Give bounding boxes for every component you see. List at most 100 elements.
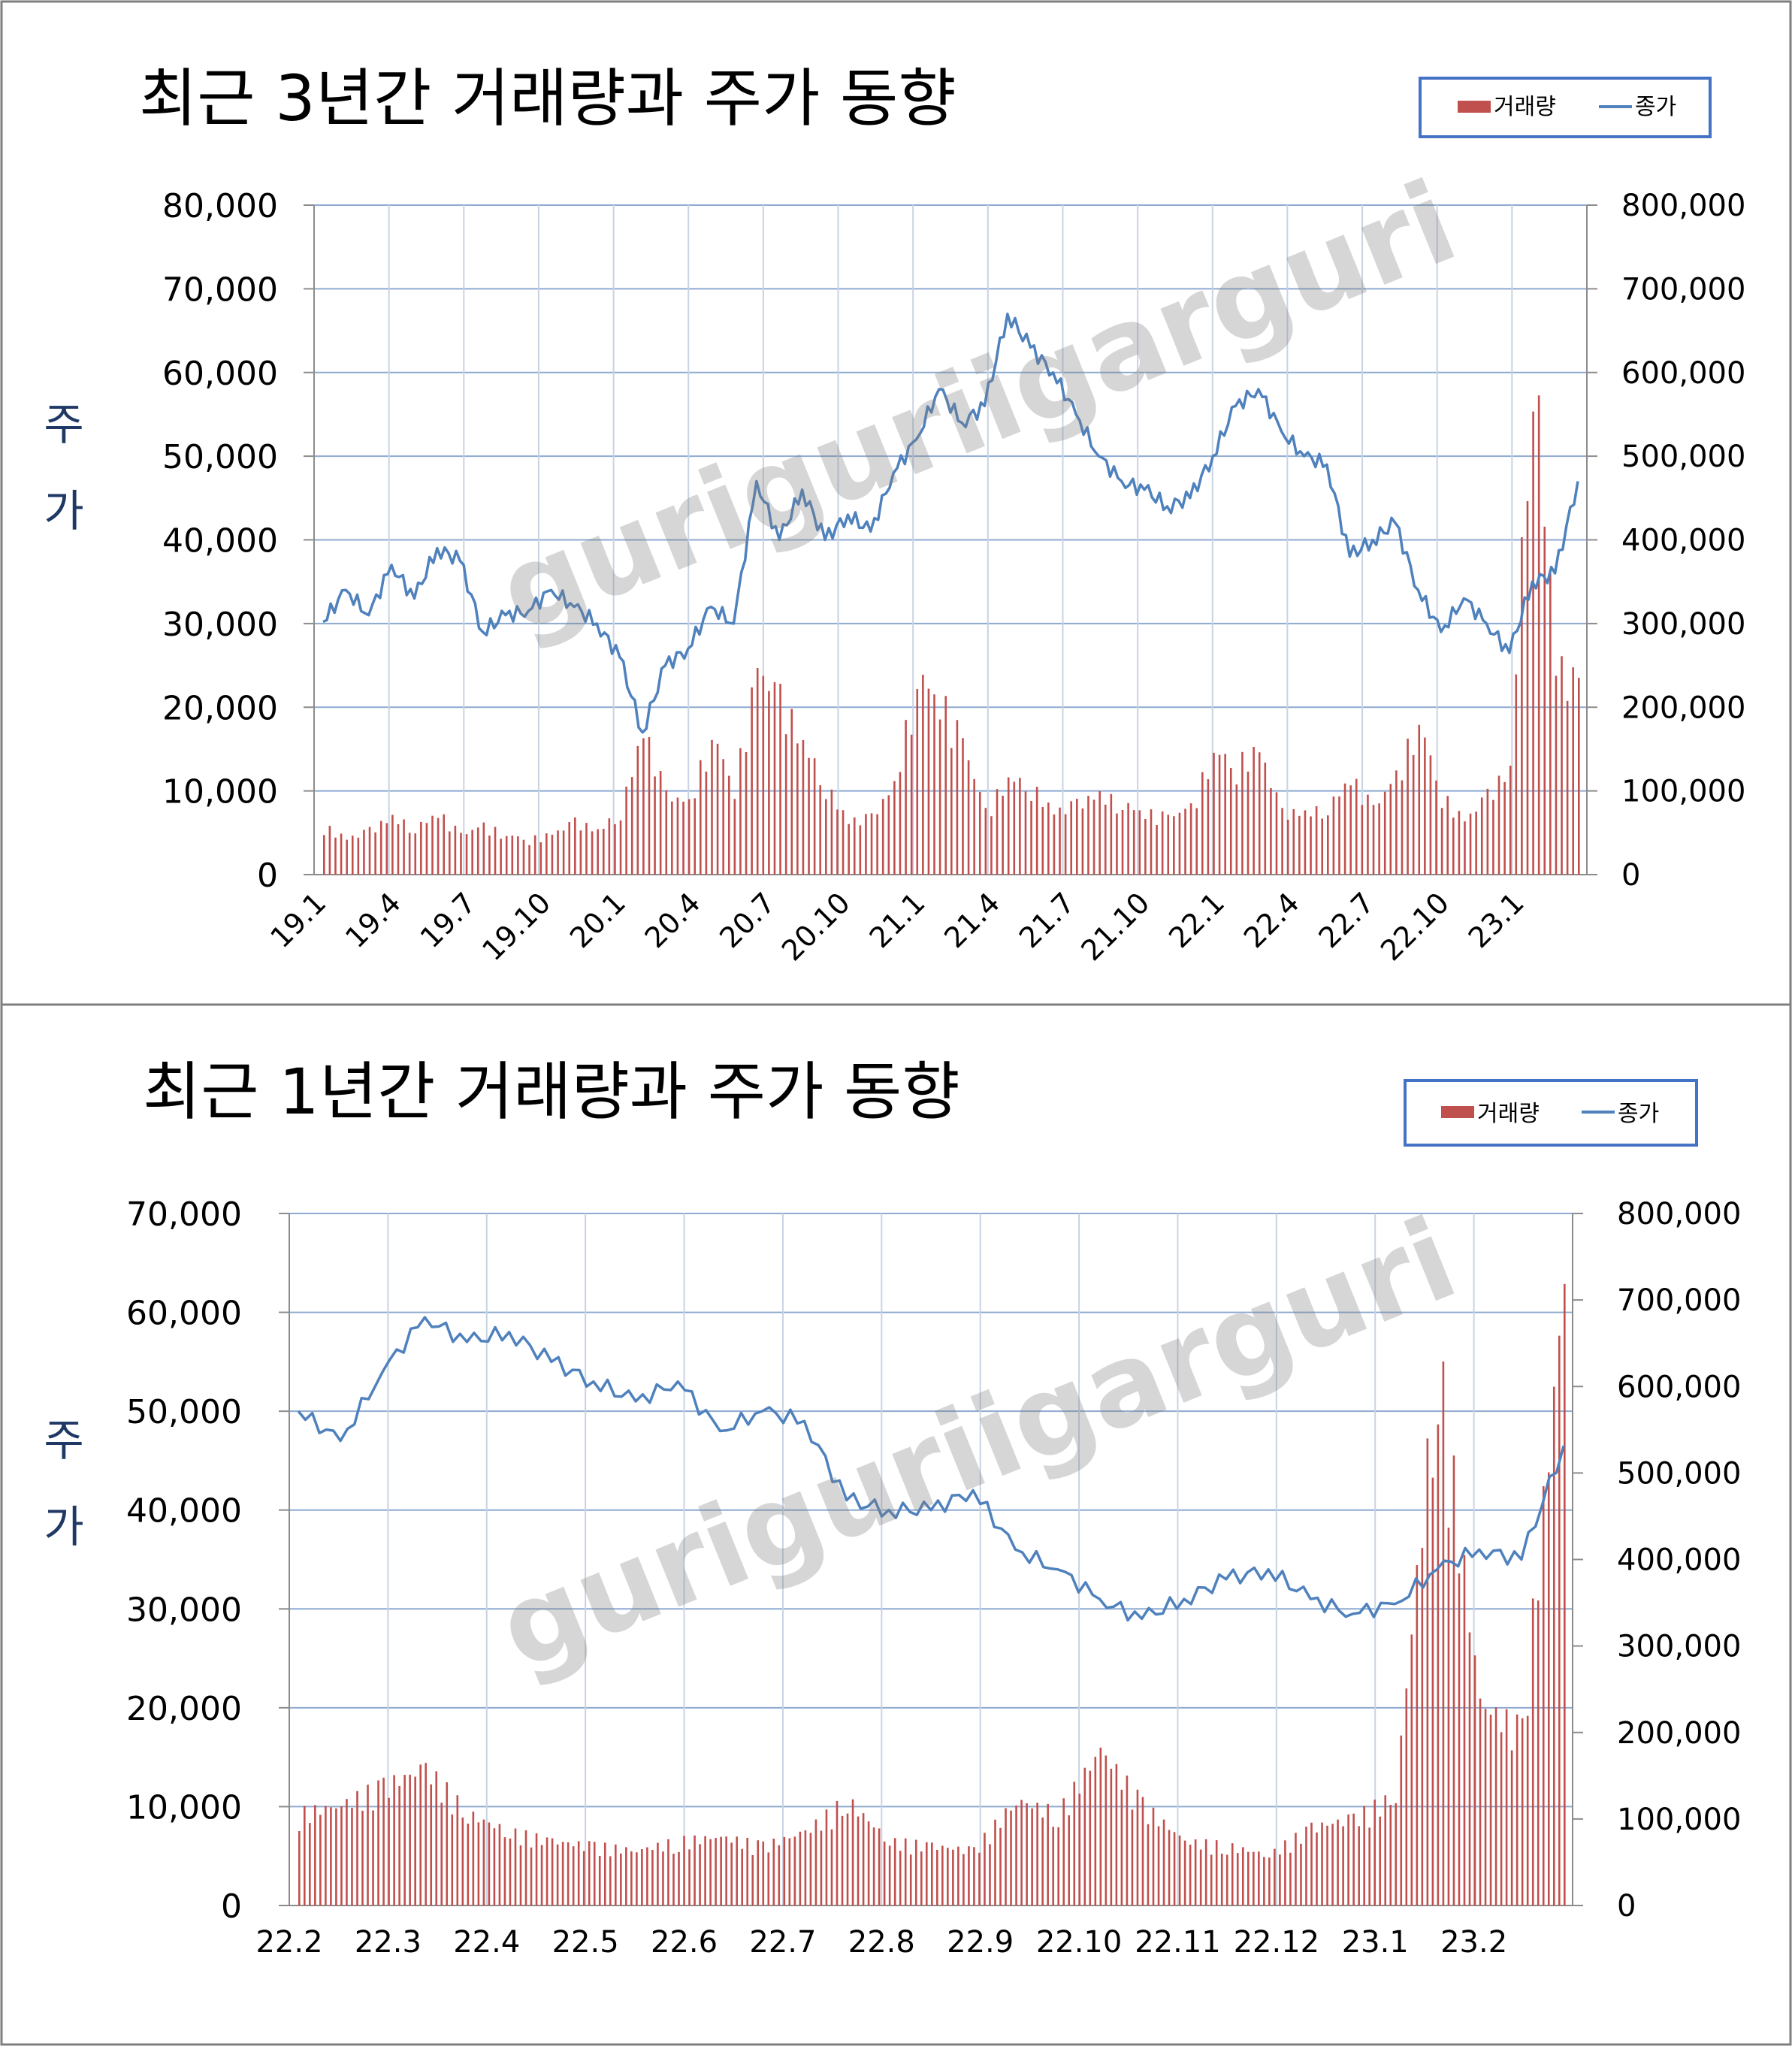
volume-bar [351, 1808, 353, 1905]
volume-bar [1531, 1598, 1534, 1905]
left-tick-label: 70,000 [126, 1195, 242, 1234]
volume-bar [494, 827, 497, 875]
volume-bar [790, 709, 793, 875]
volume-bar [1110, 1768, 1113, 1905]
volume-bar [1509, 766, 1512, 875]
volume-bar [567, 1842, 570, 1905]
volume-bar [1268, 1857, 1271, 1905]
volume-bar [893, 1838, 896, 1905]
volume-bar [1292, 808, 1295, 875]
volume-bar [1235, 784, 1238, 875]
volume-bar [391, 814, 394, 875]
volume-bar [431, 815, 434, 875]
volume-bar [799, 1831, 802, 1905]
volume-bar [1500, 1732, 1503, 1905]
volume-bar [551, 1838, 554, 1905]
volume-bar [1015, 1805, 1017, 1905]
right-tick-label: 300,000 [1617, 1630, 1741, 1664]
volume-bar [356, 1791, 358, 1905]
volume-bar [1073, 1782, 1076, 1905]
volume-bar [641, 1848, 643, 1905]
volume-bar [881, 799, 884, 875]
volume-bar [298, 1830, 301, 1905]
volume-bar [1110, 793, 1113, 875]
volume-bar [1435, 780, 1437, 875]
volume-bar [454, 825, 457, 875]
volume-bar [1010, 1810, 1012, 1905]
volume-bar [1162, 1819, 1165, 1905]
volume-bar [1479, 1698, 1482, 1905]
volume-bar [1026, 1803, 1028, 1905]
volume-bar [1401, 780, 1404, 875]
volume-bar [1210, 1854, 1213, 1905]
volume-bar [883, 1841, 886, 1905]
volume-bar [420, 821, 422, 875]
volume-bar [1424, 737, 1426, 875]
volume-bar [678, 1851, 680, 1905]
right-tick-label: 700,000 [1621, 272, 1745, 307]
volume-bar [1147, 1824, 1150, 1905]
volume-bar [1099, 1747, 1102, 1905]
volume-bar [809, 1833, 812, 1905]
volume-bar [808, 757, 810, 875]
volume-bar [1213, 752, 1215, 875]
volume-bar [1168, 1830, 1171, 1905]
volume-bar [715, 1838, 717, 1905]
volume-bar [779, 684, 781, 875]
volume-bar [642, 738, 645, 875]
volume-bar [603, 1842, 606, 1905]
volume-bar [862, 1813, 865, 1905]
volume-bar [1343, 783, 1346, 875]
legend: 거래량 종가 [1404, 1079, 1698, 1147]
volume-bar [978, 1852, 981, 1905]
volume-bar [388, 1797, 390, 1905]
y-axis-title-char-1: 주 [44, 1415, 83, 1466]
volume-bar [1421, 1548, 1424, 1905]
volume-bar [733, 799, 736, 875]
volume-bar [1031, 1808, 1033, 1905]
left-tick-label: 0 [221, 1887, 242, 1926]
volume-bar [1173, 1832, 1176, 1905]
left-tick-label: 30,000 [126, 1591, 242, 1629]
volume-bar [1144, 819, 1147, 875]
volume-bar [1326, 1825, 1328, 1905]
volume-bar [968, 1846, 970, 1905]
volume-bar [967, 760, 970, 875]
volume-bar [1542, 1485, 1545, 1905]
volume-bar [1384, 1795, 1387, 1905]
volume-bar [1007, 777, 1010, 875]
left-tick-label: 40,000 [162, 522, 278, 561]
volume-bar [1367, 794, 1369, 875]
x-tick-label: 22.7 [749, 1925, 816, 1960]
volume-bar [1300, 1843, 1302, 1905]
volume-bar [1555, 675, 1558, 875]
volume-bar [1464, 821, 1466, 875]
volume-bar [449, 831, 451, 875]
volume-bar [382, 1777, 385, 1905]
volume-bar [597, 829, 599, 875]
volume-bar [1078, 1794, 1081, 1905]
volume-bar [615, 1844, 617, 1905]
volume-bar [651, 1850, 654, 1905]
volume-bar [784, 734, 787, 875]
volume-bar [398, 1785, 400, 1905]
volume-bar [330, 1807, 332, 1905]
volume-bar [1352, 1813, 1355, 1905]
volume-bar [1552, 1386, 1555, 1905]
volume-bar [927, 688, 930, 875]
right-tick-label: 100,000 [1621, 775, 1745, 809]
volume-bar [1549, 573, 1552, 875]
volume-bar [620, 1853, 622, 1905]
x-tick-label: 22.3 [355, 1925, 422, 1960]
volume-bar [1229, 767, 1232, 875]
right-tick-label: 500,000 [1617, 1456, 1741, 1491]
volume-bar [1452, 817, 1455, 875]
volume-bar [319, 1815, 322, 1905]
volume-bar [1475, 811, 1477, 875]
x-tick-label: 22.12 [1234, 1925, 1320, 1960]
volume-bar [397, 824, 400, 875]
volume-bars [323, 395, 1580, 875]
volume-bar [1437, 1424, 1440, 1905]
volume-bar [825, 1809, 828, 1905]
volume-bar [368, 827, 371, 875]
